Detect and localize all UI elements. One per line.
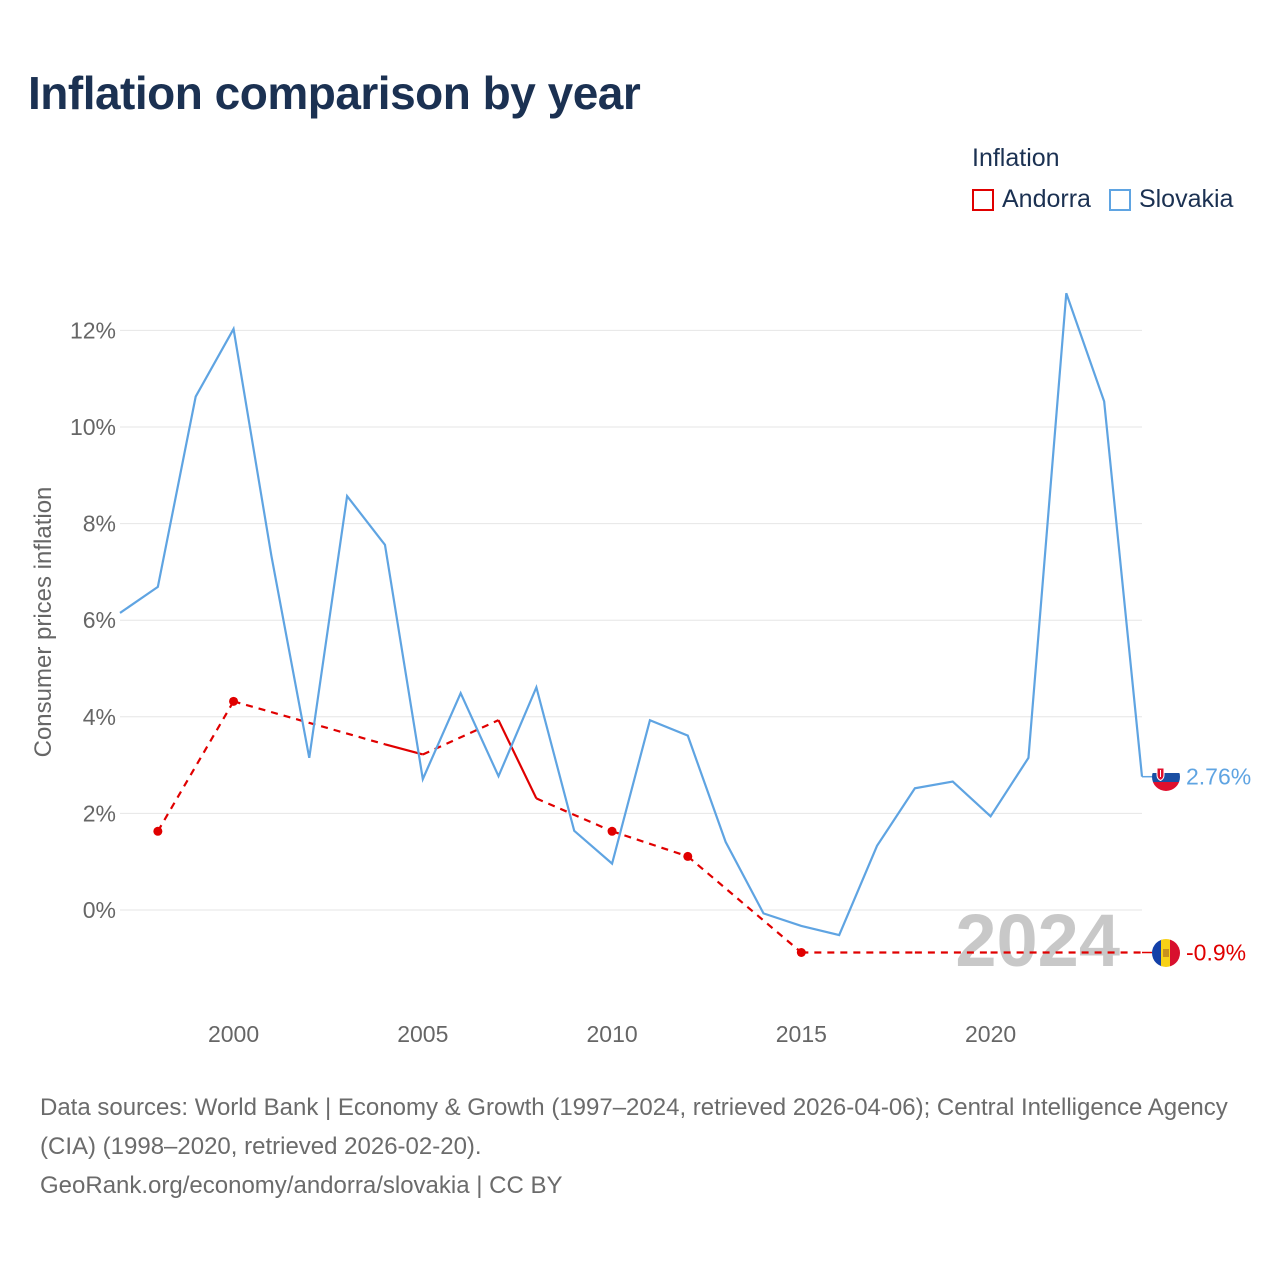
series-segment-andorra [233, 700, 386, 746]
data-point-andorra [796, 948, 806, 958]
x-tick-label: 2010 [586, 1021, 637, 1047]
y-tick-label: 10% [70, 414, 116, 440]
series-segment-andorra [535, 797, 613, 833]
legend-item-slovakia[interactable]: Slovakia [1108, 185, 1234, 214]
data-point-andorra [607, 826, 617, 836]
y-tick-label: 2% [83, 800, 116, 826]
y-tick-label: 8% [83, 511, 116, 537]
series-lines [119, 292, 1144, 958]
data-point-andorra [683, 851, 693, 861]
footer: Data sources: World Bank | Economy & Gro… [40, 1088, 1240, 1205]
y-tick-label: 0% [83, 897, 116, 923]
x-tick-label: 2015 [776, 1021, 827, 1047]
y-tick-label: 12% [70, 317, 116, 343]
end-labels: -0.9% 2.76% [1142, 763, 1251, 967]
series-segment-andorra [687, 855, 803, 954]
data-point-andorra [153, 826, 163, 836]
legend-label-andorra: Andorra [1002, 185, 1091, 213]
series-segment-andorra [497, 719, 538, 799]
andorra-flag-icon [1152, 939, 1180, 967]
legend-swatch-slovakia [1108, 188, 1131, 211]
data-point-andorra [229, 696, 239, 706]
legend-item-andorra[interactable]: Andorra [972, 185, 1091, 214]
series-segment-andorra [611, 830, 689, 858]
axes: 0% 2% 4% 6% 8% 10% 12% 2000 2005 2010 2015 2020 Cons… [30, 317, 1016, 1047]
x-tick-label: 2000 [208, 1021, 259, 1047]
legend: Inflation Andorra Slovakia [972, 144, 1251, 214]
year-watermark: 2024 [955, 899, 1120, 982]
y-tick-label: 6% [83, 607, 116, 633]
series-line-slovakia [119, 292, 1144, 937]
legend-title: Inflation [972, 144, 1060, 172]
x-tick-label: 2020 [965, 1021, 1016, 1047]
chart-plot: 0% 2% 4% 6% 8% 10% 12% 2000 2005 2010 2015 2020 Cons… [30, 292, 1251, 1047]
end-value-label-andorra: -0.9% [1186, 940, 1246, 966]
legend-swatch-andorra [972, 188, 994, 211]
slovakia-flag-icon [1152, 763, 1180, 791]
y-tick-label: 4% [83, 704, 116, 730]
grid-lines [120, 329, 1142, 911]
chart-title: Inflation comparison by year [28, 67, 641, 119]
footer-attribution: GeoRank.org/economy/andorra/slovakia | C… [40, 1166, 1240, 1205]
data-sources: Data sources: World Bank | Economy & Gro… [40, 1094, 1228, 1160]
license-text: | CC BY [469, 1172, 563, 1199]
series-segment-andorra [156, 700, 235, 832]
y-axis-label: Consumer prices inflation [30, 487, 57, 758]
legend-label-slovakia: Slovakia [1138, 185, 1234, 213]
end-value-label-slovakia: 2.76% [1186, 764, 1251, 790]
georank-link[interactable]: GeoRank.org/economy/andorra/slovakia [40, 1172, 470, 1199]
x-tick-label: 2005 [397, 1021, 448, 1047]
series-segment-andorra [384, 743, 424, 756]
